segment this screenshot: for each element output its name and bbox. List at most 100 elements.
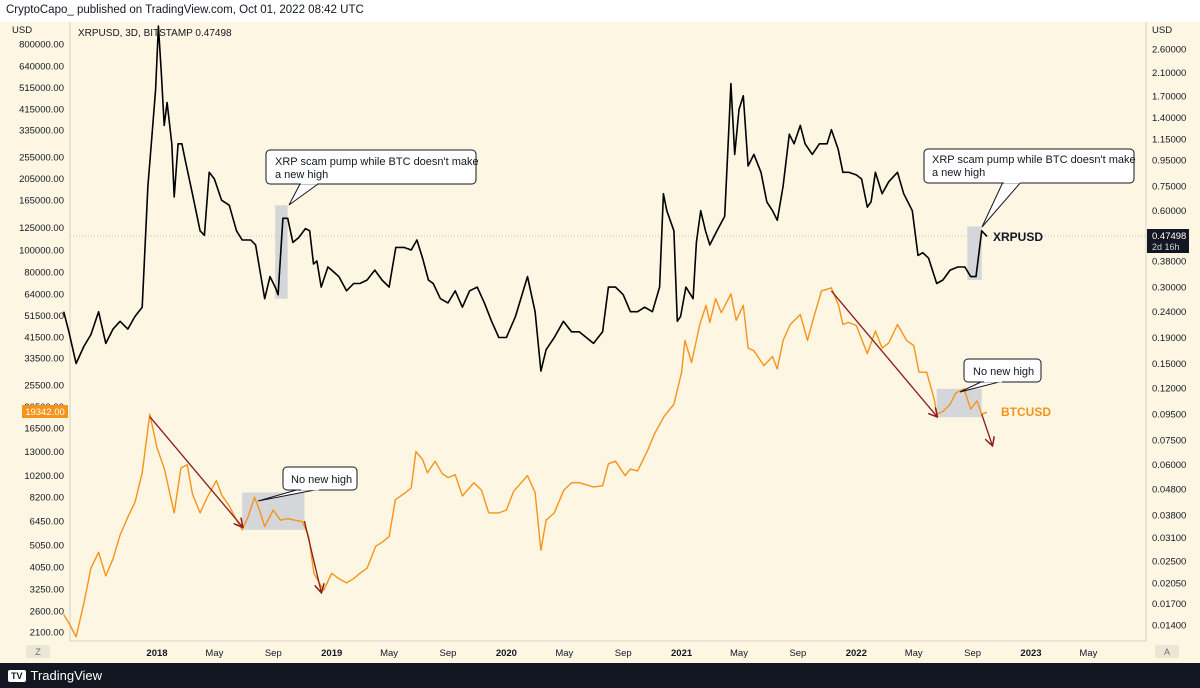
right-tick-label: 1.15000	[1152, 134, 1186, 145]
corner-right[interactable]: A	[1155, 645, 1179, 658]
right-axis-unit: USD	[1152, 25, 1172, 36]
right-tick-label: 0.19000	[1152, 333, 1186, 344]
tv-logo-text: TradingView	[30, 668, 103, 683]
x-tick-label: 2019	[321, 648, 342, 659]
right-axis: USD	[1145, 22, 1172, 641]
right-tick-label: 2.60000	[1152, 45, 1186, 56]
callout-pointer	[288, 183, 319, 206]
x-tick-label: May	[380, 648, 398, 659]
right-tick-label: 0.15000	[1152, 359, 1186, 370]
xrp-current-price: 0.47498	[1152, 231, 1186, 242]
left-tick-label: 6450.00	[30, 517, 64, 528]
price-chart[interactable]: USD USD 800000.00 640000.00 515000.00 41500…	[0, 22, 1200, 663]
right-tick-label: 1.40000	[1152, 113, 1186, 124]
series-label-xrpusd: XRPUSD	[993, 230, 1043, 244]
right-tick-label: 0.75000	[1152, 182, 1186, 193]
left-tick-label: 8200.00	[30, 493, 64, 504]
callout-box	[963, 358, 1042, 383]
left-tick-label: 25500.00	[24, 381, 64, 392]
left-tick-label: 5050.00	[30, 541, 64, 552]
left-tick-label: 2100.00	[30, 628, 64, 639]
x-tick-label: 2020	[496, 648, 517, 659]
callout-text: No new high	[291, 474, 352, 486]
callout-box	[265, 149, 477, 185]
right-tick-label: 0.02050	[1152, 579, 1186, 590]
callout-box	[282, 466, 358, 491]
right-tick-label: 1.70000	[1152, 91, 1186, 102]
x-tick-label: Sep	[615, 648, 632, 659]
left-axis-ticks: 800000.00 640000.00 515000.00 415000.00 3350…	[19, 40, 64, 639]
x-tick-label: 2023	[1020, 648, 1041, 659]
right-tick-label: 0.07500	[1152, 435, 1186, 446]
left-tick-label: 100000.00	[19, 245, 64, 256]
corner-left[interactable]: Z	[26, 645, 50, 658]
auto-scale-toggle[interactable]: A	[1164, 647, 1170, 657]
log-scale-toggle[interactable]: Z	[35, 647, 41, 657]
left-tick-label: 2600.00	[30, 606, 64, 617]
left-tick-label: 515000.00	[19, 83, 64, 94]
right-tick-label: 0.06000	[1152, 460, 1186, 471]
left-tick-label: 335000.00	[19, 126, 64, 137]
x-tick-label: Sep	[964, 648, 981, 659]
tradingview-logo[interactable]: TV TradingView	[8, 668, 102, 683]
x-tick-label: May	[555, 648, 573, 659]
trend-arrows	[149, 290, 993, 592]
right-tick-label: 0.04800	[1152, 485, 1186, 496]
highlight-boxes	[242, 205, 982, 530]
trend-arrow	[981, 413, 993, 445]
left-tick-label: 41500.00	[24, 332, 64, 343]
x-tick-label: May	[905, 648, 923, 659]
right-tick-label: 0.30000	[1152, 283, 1186, 294]
x-tick-label: 2022	[846, 648, 867, 659]
right-tick-label: 0.09500	[1152, 409, 1186, 420]
callout-xrp-2022[interactable]: XRP scam pump while BTC doesn't make a n…	[923, 148, 1136, 228]
right-tick-label: 0.03800	[1152, 510, 1186, 521]
left-tick-label: 10200.00	[24, 471, 64, 482]
left-tick-label: 205000.00	[19, 174, 64, 185]
left-tick-label: 80000.00	[24, 267, 64, 278]
x-tick-label: May	[730, 648, 748, 659]
callout-btc-2018[interactable]: No new high	[257, 466, 358, 502]
left-tick-label: 415000.00	[19, 104, 64, 115]
left-current-price-label: 19342.00	[22, 405, 68, 418]
callout-xrp-2018[interactable]: XRP scam pump while BTC doesn't make a n…	[265, 149, 479, 206]
x-tick-label: Sep	[265, 648, 282, 659]
right-tick-label: 2.10000	[1152, 68, 1186, 79]
series-layer	[62, 25, 988, 638]
tv-logo-icon: TV	[8, 670, 26, 682]
callout-pointer	[981, 181, 1022, 228]
callout-pointer	[257, 488, 321, 502]
callout-text-line1: XRP scam pump while BTC doesn't make	[275, 156, 479, 168]
footer-bar: TV TradingView	[0, 663, 1200, 688]
right-axis-ticks: 2.60000 2.10000 1.70000 1.40000 1.15000 0.950…	[1152, 45, 1186, 632]
right-tick-label: 0.03100	[1152, 533, 1186, 544]
left-axis: USD	[12, 22, 71, 641]
callout-text-line2: a new high	[932, 167, 985, 179]
left-tick-label: 51500.00	[24, 311, 64, 322]
callout-text-line2: a new high	[275, 169, 328, 181]
x-tick-label: 2018	[146, 648, 167, 659]
callout-box	[923, 148, 1135, 184]
bar-countdown: 2d 16h	[1152, 242, 1180, 252]
left-tick-label: 3250.00	[30, 584, 64, 595]
trend-arrow	[149, 416, 242, 527]
trend-arrow	[830, 290, 936, 416]
left-axis-unit: USD	[12, 25, 32, 36]
symbol-info: XRPUSD, 3D, BITSTAMP 0.47498	[78, 28, 232, 39]
publish-header: CryptoCapo_ published on TradingView.com…	[0, 0, 1200, 22]
x-tick-label: 2021	[671, 648, 693, 659]
right-current-price-label: 0.47498 2d 16h	[1147, 229, 1189, 253]
left-tick-label: 16500.00	[24, 424, 64, 435]
plot-area[interactable]	[70, 22, 1146, 641]
right-tick-label: 0.60000	[1152, 206, 1186, 217]
x-axis-ticks: 2018 May Sep 2019 May Sep 2020 May Sep 2021 May Sep…	[146, 648, 1097, 659]
left-tick-label: 165000.00	[19, 196, 64, 207]
right-tick-label: 0.12000	[1152, 384, 1186, 395]
highlight-box	[936, 388, 982, 418]
right-tick-label: 0.38000	[1152, 257, 1186, 268]
right-tick-label: 0.24000	[1152, 307, 1186, 318]
series-line-xrpusd	[62, 25, 988, 372]
publish-info: CryptoCapo_ published on TradingView.com…	[6, 4, 364, 16]
callout-btc-2022[interactable]: No new high	[959, 358, 1042, 393]
left-tick-label: 800000.00	[19, 40, 64, 51]
